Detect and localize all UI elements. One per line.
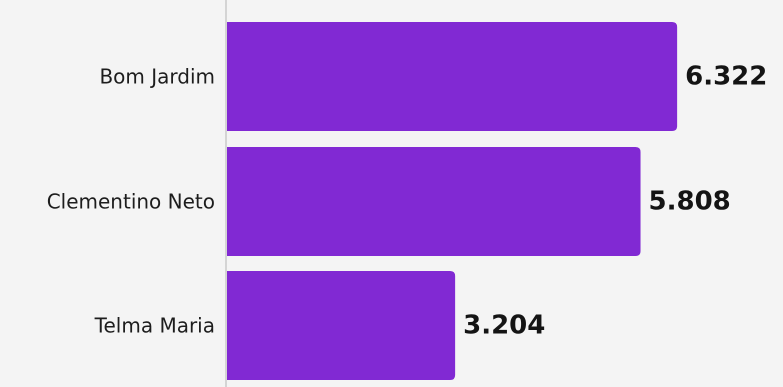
bar-telma-maria — [227, 271, 456, 380]
value-label-clementino-neto: 5.808 — [649, 187, 731, 217]
bar-bom-jardim — [227, 22, 678, 131]
category-label-clementino-neto: Clementino Neto — [47, 190, 215, 214]
chart-marks: Bom Jardim 6.322 Clementino Neto 5.808 Telma… — [47, 22, 767, 380]
category-label-bom-jardim: Bom Jardim — [99, 65, 215, 89]
value-label-bom-jardim: 6.322 — [685, 62, 767, 92]
value-label-telma-maria: 3.204 — [463, 311, 545, 341]
bar-clementino-neto — [227, 147, 641, 256]
category-label-telma-maria: Telma Maria — [94, 314, 215, 338]
